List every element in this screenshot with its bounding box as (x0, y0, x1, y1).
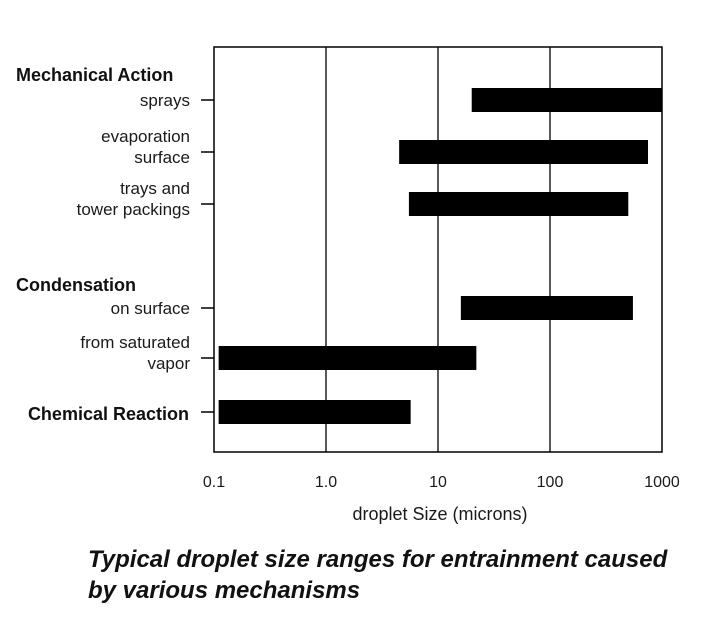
range-bar (399, 140, 649, 164)
group-label: Chemical Reaction (28, 404, 189, 424)
x-tick-label: 1.0 (315, 474, 337, 491)
category-label: on surface (111, 299, 190, 318)
category-label: tower packings (77, 200, 190, 219)
x-tick-labels: 0.1 1.0 10 100 1000 (203, 474, 680, 491)
figure-caption: Typical droplet size ranges for entrainm… (88, 546, 668, 604)
x-axis-label: droplet Size (microns) (352, 504, 527, 524)
category-label: surface (134, 148, 190, 167)
range-bar (460, 296, 633, 320)
category-labels: Mechanical Action sprays evaporation surfac… (16, 65, 190, 424)
grid-lines (325, 47, 551, 452)
group-label: Mechanical Action (16, 65, 173, 85)
category-label: vapor (147, 354, 190, 373)
x-tick-label: 1000 (644, 474, 680, 491)
entrainment-droplet-chart: Mechanical Action sprays evaporation surfac… (16, 46, 680, 524)
category-ticks (201, 99, 214, 413)
range-bar (471, 88, 662, 112)
category-label: evaporation (101, 127, 190, 146)
category-label: from saturated (80, 333, 190, 352)
category-label: trays and (120, 179, 190, 198)
category-label: sprays (140, 91, 190, 110)
plot-border (213, 46, 663, 453)
x-tick-label: 100 (537, 474, 564, 491)
x-tick-label: 0.1 (203, 474, 225, 491)
range-bars (218, 88, 662, 424)
range-bar (218, 346, 477, 370)
plot-frame (213, 46, 663, 453)
range-bar (408, 192, 629, 216)
x-tick-label: 10 (429, 474, 447, 491)
range-bar (218, 400, 411, 424)
group-label: Condensation (16, 275, 136, 295)
